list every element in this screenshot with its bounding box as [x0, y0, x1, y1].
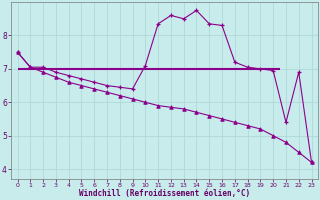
X-axis label: Windchill (Refroidissement éolien,°C): Windchill (Refroidissement éolien,°C): [79, 189, 250, 198]
